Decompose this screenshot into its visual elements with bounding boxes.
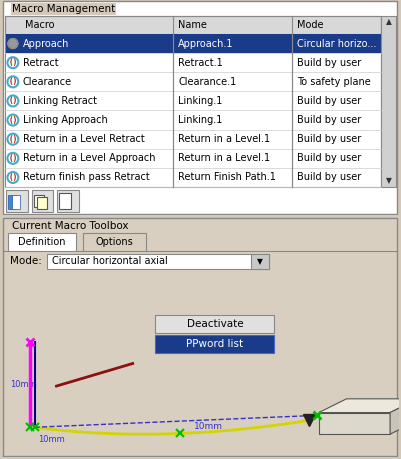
Bar [47, 254, 269, 269]
Text: Current Macro Toolbox: Current Macro Toolbox [12, 221, 128, 231]
Text: (): () [8, 58, 18, 67]
Text: ▲: ▲ [386, 17, 391, 27]
Text: Build by user: Build by user [297, 115, 361, 125]
Text: Clearance.1: Clearance.1 [178, 77, 237, 87]
Bar [5, 53, 381, 72]
Bar [83, 233, 146, 251]
Text: Linking.1: Linking.1 [178, 115, 223, 125]
Text: Build by user: Build by user [297, 153, 361, 163]
Text: Build by user: Build by user [297, 58, 361, 67]
Bar [5, 111, 381, 129]
Text: (): () [8, 154, 18, 163]
Text: Circular horizo...: Circular horizo... [297, 39, 377, 49]
Circle shape [8, 39, 18, 49]
Text: Options: Options [95, 237, 133, 247]
Text: Return finish pass Retract: Return finish pass Retract [23, 173, 150, 182]
Text: Name: Name [178, 20, 207, 30]
Bar [32, 190, 53, 212]
Text: Macro: Macro [25, 20, 54, 30]
Text: Macro Management: Macro Management [12, 4, 115, 14]
FancyBboxPatch shape [12, 195, 20, 209]
Bar [5, 16, 381, 187]
Bar [5, 16, 381, 34]
Text: Clearance: Clearance [23, 77, 72, 87]
Text: Build by user: Build by user [297, 96, 361, 106]
Text: ▼: ▼ [257, 257, 263, 266]
Bar [381, 16, 396, 187]
FancyBboxPatch shape [34, 195, 44, 207]
Text: 10mm: 10mm [10, 380, 36, 389]
Text: Mode: Mode [297, 20, 324, 30]
Text: (): () [8, 173, 18, 182]
Text: Definition: Definition [18, 237, 66, 247]
Text: Linking Retract: Linking Retract [23, 96, 97, 106]
Bar [156, 315, 274, 333]
Text: (): () [8, 77, 18, 86]
Text: (): () [8, 96, 18, 106]
Text: Linking.1: Linking.1 [178, 96, 223, 106]
Polygon shape [390, 399, 401, 434]
Text: Circular horizontal axial: Circular horizontal axial [51, 257, 167, 266]
Bar [251, 254, 269, 269]
Text: Retract.1: Retract.1 [178, 58, 223, 67]
Text: ▼: ▼ [386, 177, 391, 185]
Text: Return in a Level.1: Return in a Level.1 [178, 134, 270, 144]
Text: Return in a Level Retract: Return in a Level Retract [23, 134, 144, 144]
Text: (): () [8, 116, 18, 124]
Polygon shape [319, 413, 390, 434]
Text: (): () [8, 134, 18, 144]
Text: Return Finish Path.1: Return Finish Path.1 [178, 173, 276, 182]
Bar [6, 190, 28, 212]
Text: PPword list: PPword list [186, 339, 243, 349]
Bar [5, 72, 381, 91]
Bar [5, 149, 381, 168]
FancyBboxPatch shape [8, 195, 16, 209]
Text: Retract: Retract [23, 58, 59, 67]
Text: Linking Approach: Linking Approach [23, 115, 107, 125]
Bar [5, 34, 381, 53]
Text: Return in a Level.1: Return in a Level.1 [178, 153, 270, 163]
Bar [156, 335, 274, 353]
Bar [8, 233, 76, 251]
Text: Approach.1: Approach.1 [178, 39, 234, 49]
Text: Return in a Level Approach: Return in a Level Approach [23, 153, 155, 163]
Text: Build by user: Build by user [297, 134, 361, 144]
Text: Approach: Approach [23, 39, 69, 49]
FancyBboxPatch shape [36, 197, 47, 209]
Bar [5, 168, 381, 187]
Bar [5, 129, 381, 149]
Text: Mode:: Mode: [10, 257, 42, 266]
Text: 10mm: 10mm [38, 435, 65, 444]
Text: Build by user: Build by user [297, 173, 361, 182]
Bar [5, 91, 381, 111]
Polygon shape [319, 399, 401, 413]
Bar [57, 190, 79, 212]
FancyBboxPatch shape [59, 193, 71, 209]
Text: To safety plane: To safety plane [297, 77, 371, 87]
Text: Deactivate: Deactivate [186, 319, 243, 329]
Text: 10mm: 10mm [194, 422, 223, 431]
